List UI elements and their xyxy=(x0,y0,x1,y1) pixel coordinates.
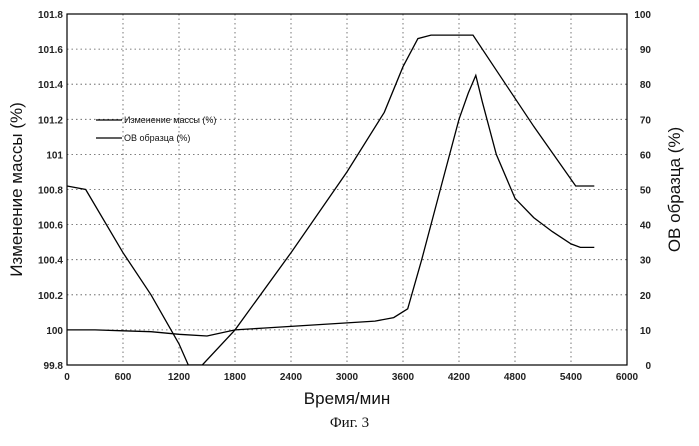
right-tick-label: 70 xyxy=(640,115,652,126)
grid xyxy=(67,14,627,365)
right-tick-label: 30 xyxy=(640,256,652,267)
x-tick-label: 4200 xyxy=(448,372,471,383)
right-tick-label: 20 xyxy=(640,291,652,302)
left-tick-label: 101.4 xyxy=(38,80,63,91)
x-tick-label: 6000 xyxy=(616,372,639,383)
right-tick-label: 60 xyxy=(640,150,652,161)
right-tick-label: 40 xyxy=(640,221,652,232)
x-tick-label: 2400 xyxy=(280,372,303,383)
left-tick-label: 100.8 xyxy=(38,186,63,197)
left-tick-label: 101.8 xyxy=(38,10,63,21)
right-axis-ticks: 0 10 20 30 40 50 60 70 80 90 100 xyxy=(634,10,651,372)
legend-label-rh: ОВ образца (%) xyxy=(124,133,190,143)
x-tick-label: 1200 xyxy=(168,372,191,383)
left-axis-title: Изменение массы (%) xyxy=(7,102,26,277)
right-tick-label: 0 xyxy=(645,361,651,372)
x-tick-label: 0 xyxy=(64,372,70,383)
right-tick-label: 100 xyxy=(634,10,651,21)
x-axis-title: Время/мин xyxy=(304,389,390,408)
left-tick-label: 100 xyxy=(46,326,63,337)
x-tick-label: 3600 xyxy=(392,372,415,383)
x-tick-label: 600 xyxy=(115,372,132,383)
left-tick-label: 101.2 xyxy=(38,115,63,126)
left-tick-label: 99.8 xyxy=(44,361,64,372)
left-tick-label: 101.6 xyxy=(38,45,63,56)
right-tick-label: 50 xyxy=(640,186,652,197)
left-tick-label: 100.2 xyxy=(38,291,63,302)
x-tick-label: 1800 xyxy=(224,372,247,383)
x-axis-ticks: 0 600 1200 1800 2400 3000 3600 4200 4800 5400 6000 xyxy=(64,372,638,383)
figure-caption: Фиг. 3 xyxy=(0,415,699,432)
legend-label-mass: Изменение массы (%) xyxy=(124,115,216,125)
right-axis-title: ОВ образца (%) xyxy=(665,127,684,252)
left-tick-label: 101 xyxy=(46,150,63,161)
left-tick-label: 100.6 xyxy=(38,221,63,232)
legend: Изменение массы (%) ОВ образца (%) xyxy=(96,115,216,143)
right-tick-label: 80 xyxy=(640,80,652,91)
right-tick-label: 90 xyxy=(640,45,652,56)
x-tick-label: 3000 xyxy=(336,372,359,383)
x-tick-label: 4800 xyxy=(504,372,527,383)
left-tick-label: 100.4 xyxy=(38,256,63,267)
x-tick-label: 5400 xyxy=(560,372,583,383)
right-tick-label: 10 xyxy=(640,326,652,337)
left-axis-ticks: 99.8 100 100.2 100.4 100.6 100.8 101 101.2 101.4… xyxy=(38,10,63,372)
